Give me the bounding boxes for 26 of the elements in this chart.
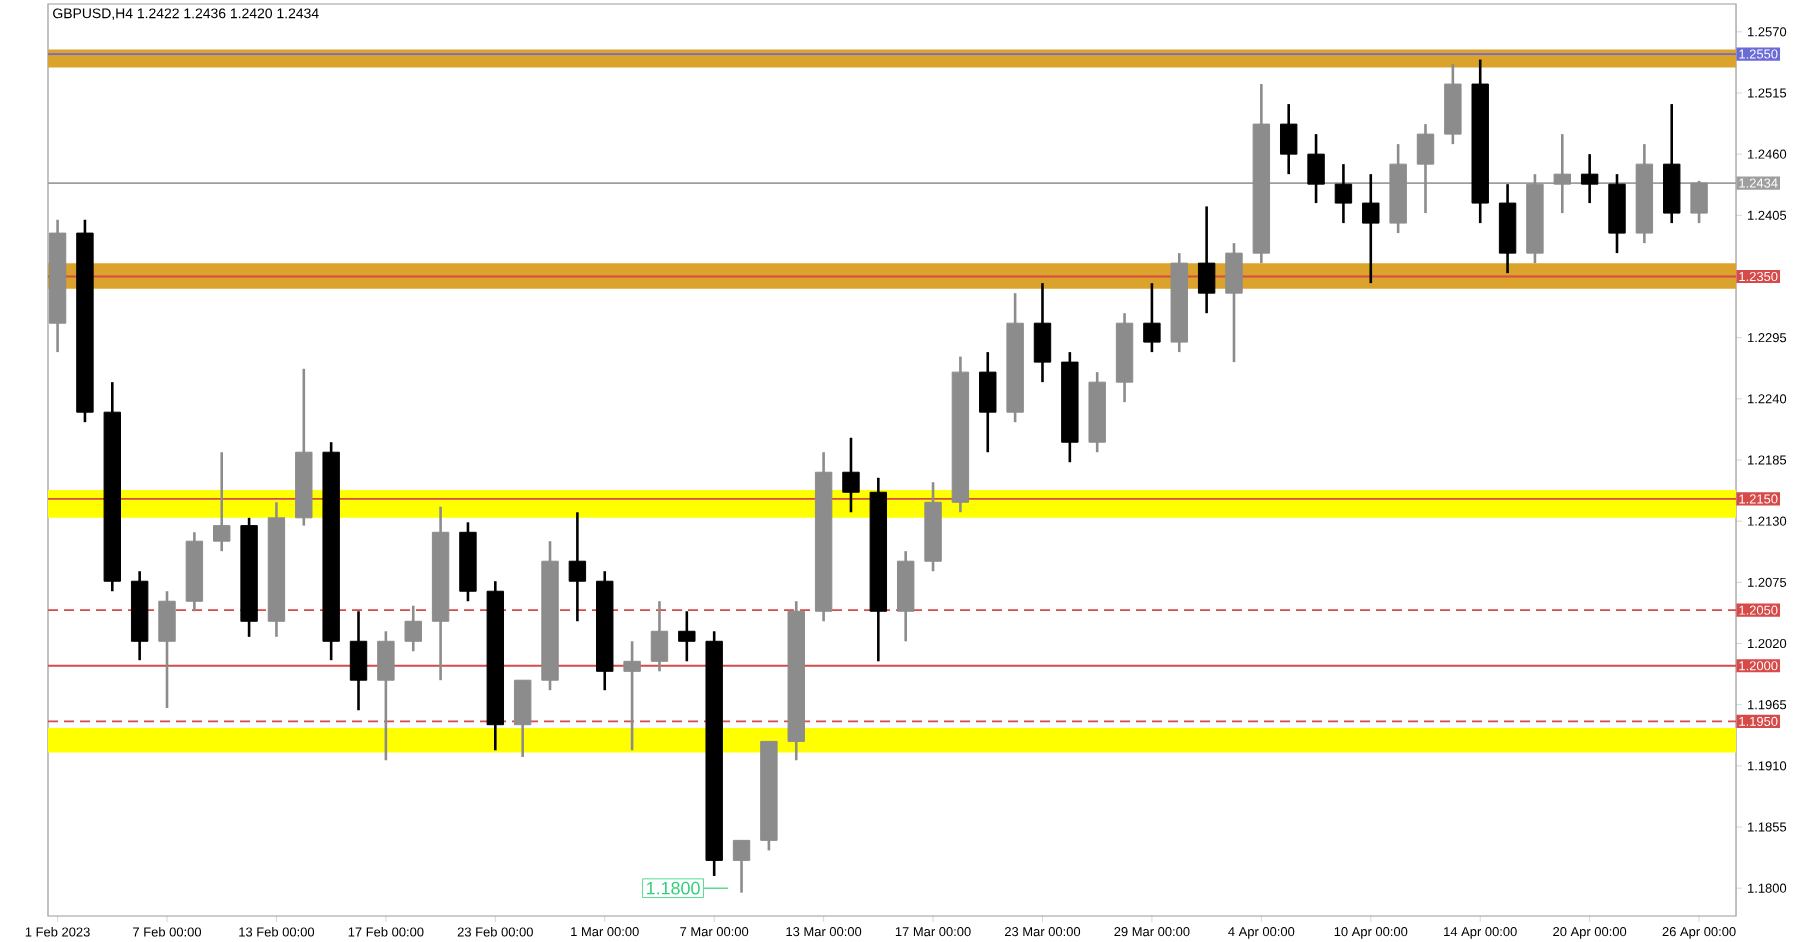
candlestick xyxy=(1197,205,1216,315)
annotation: 1.1800 xyxy=(646,881,700,895)
candlestick xyxy=(1334,162,1353,225)
candlestick xyxy=(979,350,997,454)
candlestick xyxy=(1690,179,1708,225)
candlestick xyxy=(842,436,860,514)
candlestick xyxy=(1416,122,1435,215)
candlestick xyxy=(1362,172,1380,285)
candlestick xyxy=(732,839,751,894)
candlestick xyxy=(623,639,641,752)
candlestick xyxy=(1225,241,1243,364)
candlestick xyxy=(1279,102,1298,176)
candlestick xyxy=(1580,152,1599,205)
candlestick xyxy=(650,599,669,673)
candlestick xyxy=(158,589,176,710)
candlestick xyxy=(1143,281,1161,354)
candlestick xyxy=(213,450,231,553)
candlestick xyxy=(377,629,395,762)
candlestick xyxy=(513,678,532,759)
candlestick xyxy=(568,510,587,623)
candlestick xyxy=(404,604,422,653)
candlestick xyxy=(1553,132,1571,215)
candlestick xyxy=(678,609,696,663)
candlestick xyxy=(1307,132,1325,205)
candlestick xyxy=(349,609,368,712)
candlestick xyxy=(1033,281,1052,384)
